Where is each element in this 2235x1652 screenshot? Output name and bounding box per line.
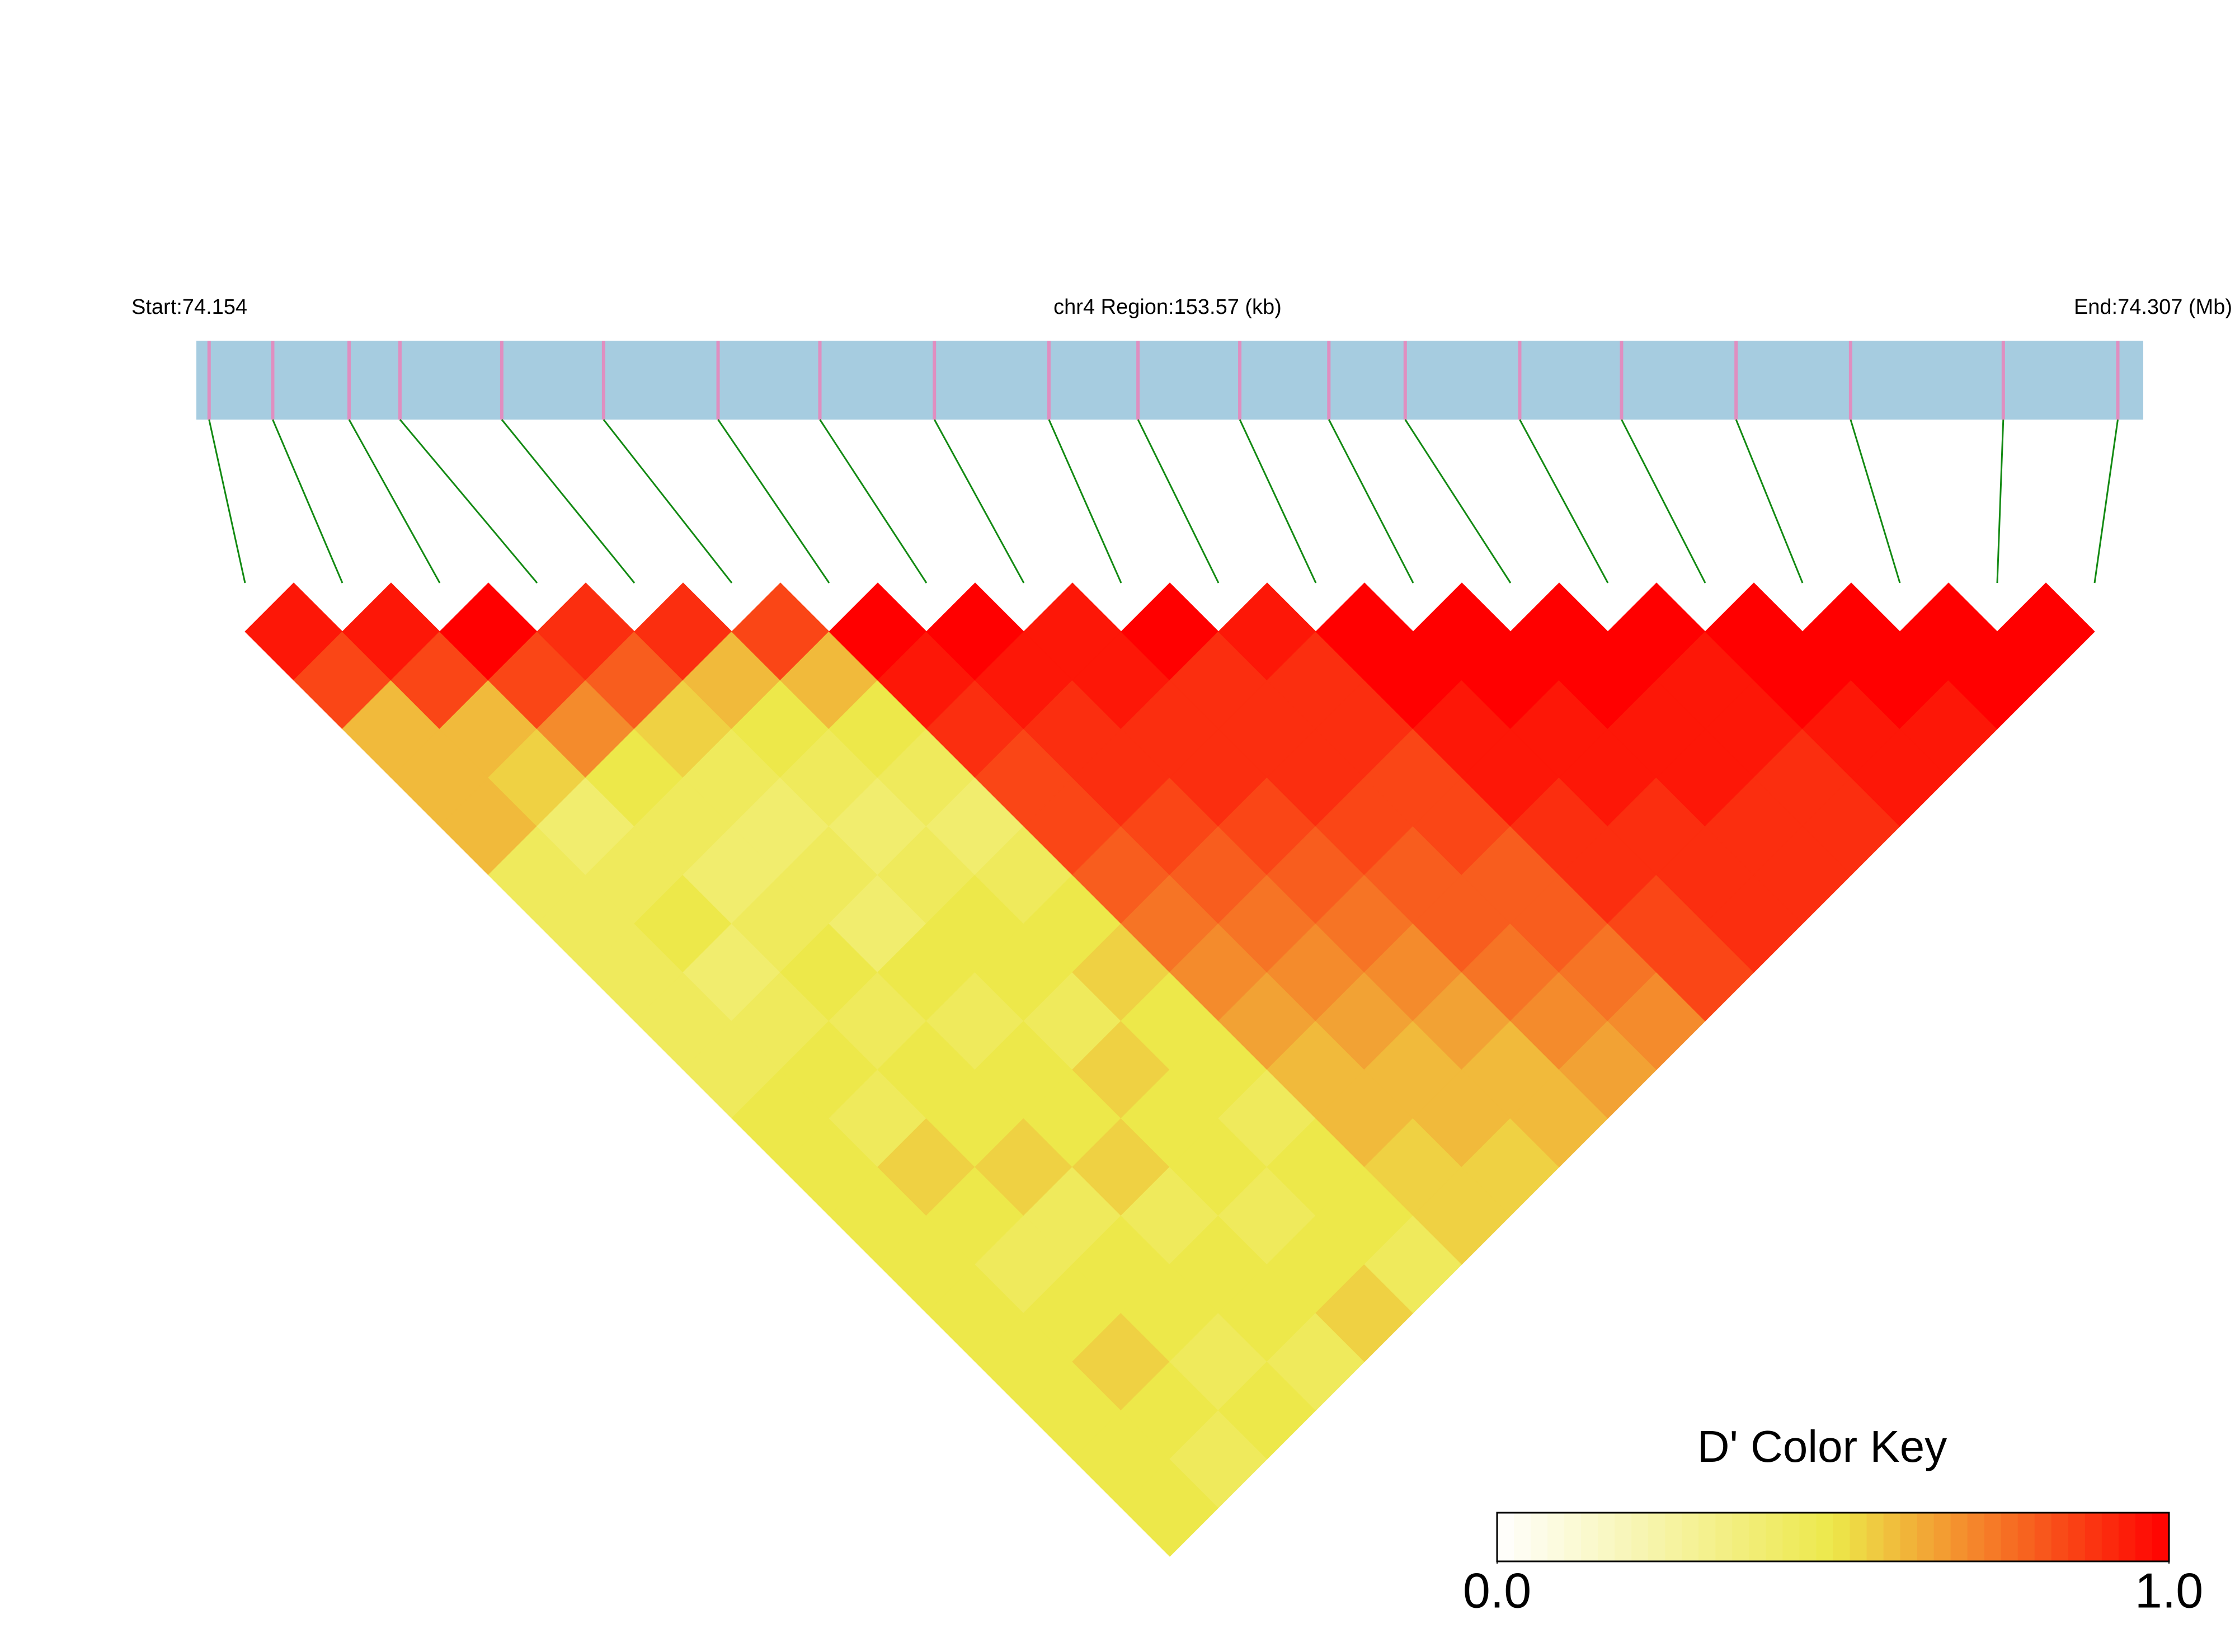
snp-connector: [1735, 419, 1804, 583]
key-swatch: [1749, 1513, 1767, 1561]
key-swatch: [1564, 1513, 1582, 1561]
snp-connector: [1519, 419, 1609, 583]
key-swatch: [1850, 1513, 1867, 1561]
snp-connector: [208, 419, 246, 583]
key-swatch: [1497, 1513, 1515, 1561]
key-swatch: [2068, 1513, 2086, 1561]
key-swatch: [2085, 1513, 2102, 1561]
key-swatch: [1833, 1513, 1851, 1561]
position-bar: [196, 341, 2143, 420]
key-swatch: [1615, 1513, 1632, 1561]
key-swatch: [1631, 1513, 1649, 1561]
key-swatch: [1866, 1513, 1884, 1561]
snp-connector: [1328, 419, 1414, 583]
key-swatch: [2101, 1513, 2119, 1561]
key-swatch: [1698, 1513, 1716, 1561]
snp-connector: [717, 419, 830, 583]
snp-connector: [1239, 419, 1317, 583]
snp-connector: [348, 419, 441, 583]
start-label: Start:74.154: [131, 295, 247, 319]
key-swatch: [1648, 1513, 1666, 1561]
snp-connector: [1137, 419, 1220, 583]
key-swatch: [1682, 1513, 1700, 1561]
snp-connector: [1996, 419, 2005, 583]
snp-connector: [501, 419, 636, 583]
key-frame: [1496, 1512, 2170, 1562]
key-tick-label: 0.0: [1463, 1562, 1531, 1618]
ld-cell: [1997, 582, 2095, 681]
snp-connector: [1048, 419, 1122, 583]
snp-connector: [933, 419, 1025, 583]
key-swatch: [1715, 1513, 1733, 1561]
key-swatch: [1984, 1513, 2002, 1561]
key-title: D' Color Key: [1697, 1422, 1947, 1471]
key-swatch: [1950, 1513, 1968, 1561]
key-tick-label: 1.0: [2135, 1562, 2203, 1618]
key-swatch: [1782, 1513, 1800, 1561]
region-label: chr4 Region:153.57 (kb): [1053, 295, 1282, 319]
key-swatch: [1967, 1513, 1985, 1561]
snp-connector: [399, 419, 538, 583]
key-swatch: [1514, 1513, 1532, 1561]
snp-connector: [1404, 419, 1512, 583]
snp-connector: [1621, 419, 1706, 583]
key-swatch: [1917, 1513, 1935, 1561]
key-swatch: [1732, 1513, 1750, 1561]
key-swatch: [2152, 1513, 2170, 1561]
key-swatch: [1598, 1513, 1616, 1561]
key-swatch: [1531, 1513, 1549, 1561]
key-swatch: [1883, 1513, 1901, 1561]
key-swatch: [2135, 1513, 2153, 1561]
key-swatch: [1799, 1513, 1817, 1561]
key-swatch: [1933, 1513, 1951, 1561]
key-swatch: [2001, 1513, 2018, 1561]
snp-connector: [603, 419, 733, 583]
snp-connector: [2093, 419, 2119, 583]
key-swatch: [2034, 1513, 2052, 1561]
snp-connector: [1850, 419, 1901, 583]
key-swatch: [2118, 1513, 2136, 1561]
key-swatch: [1816, 1513, 1834, 1561]
snp-connector: [819, 419, 928, 583]
key-swatch: [1900, 1513, 1918, 1561]
key-swatch: [2051, 1513, 2069, 1561]
key-swatch: [1547, 1513, 1565, 1561]
key-swatch: [1766, 1513, 1784, 1561]
key-swatch: [2017, 1513, 2035, 1561]
key-swatch: [1665, 1513, 1683, 1561]
key-swatch: [1581, 1513, 1599, 1561]
end-label: End:74.307 (Mb): [2074, 295, 2232, 319]
snp-connector: [272, 419, 344, 583]
